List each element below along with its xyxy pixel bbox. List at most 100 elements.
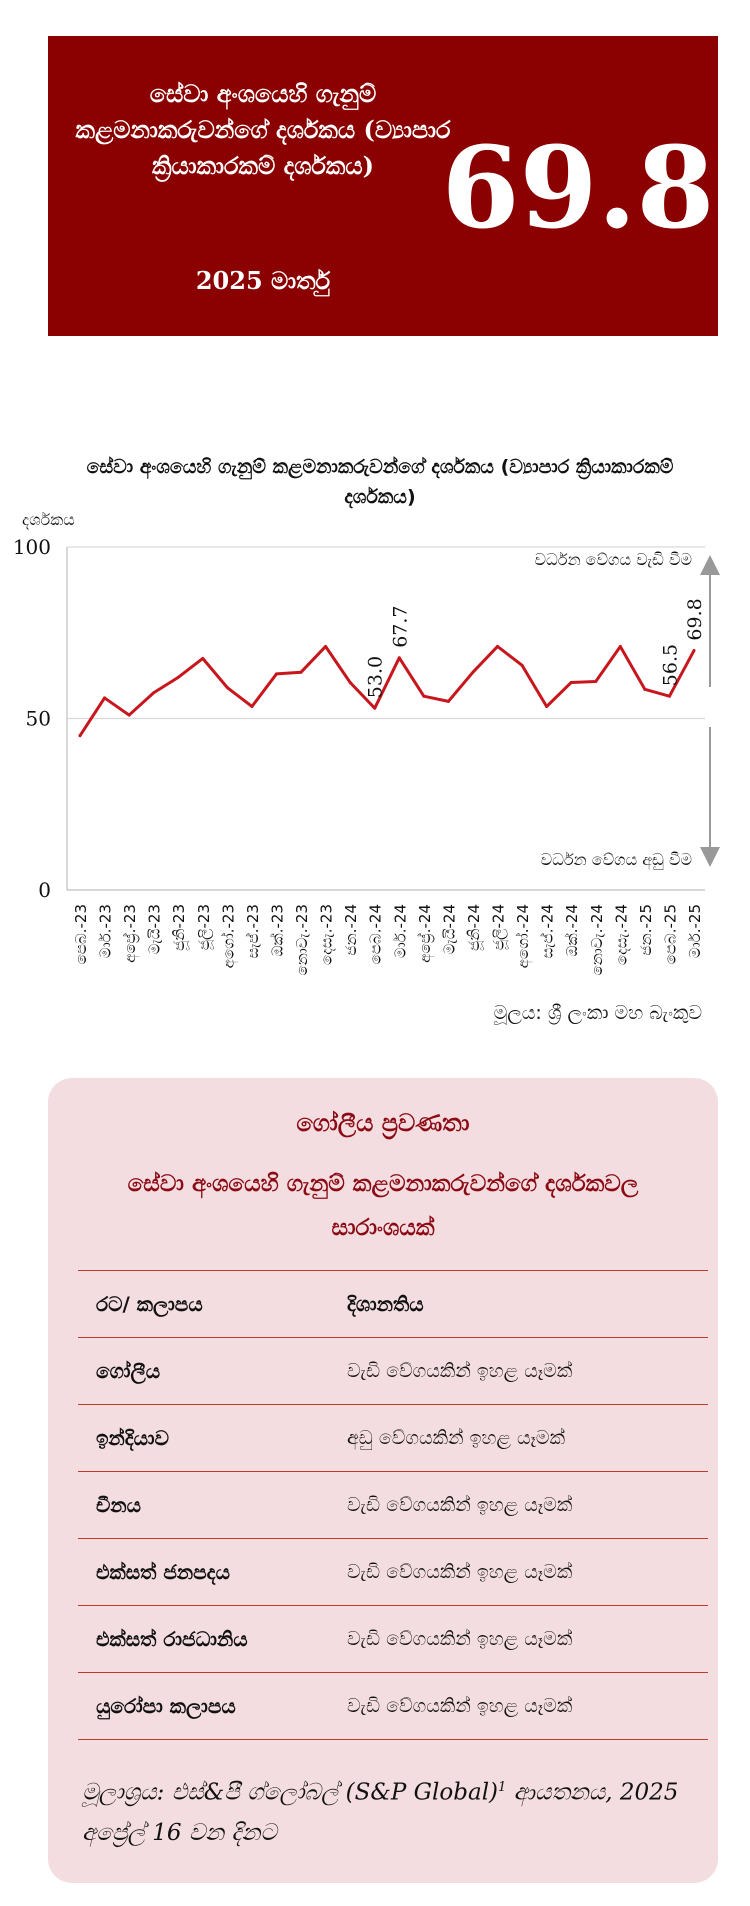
- y-tick-label: 100: [13, 535, 51, 559]
- data-point: [103, 696, 107, 700]
- banner-date: 2025 මාර්තු: [195, 266, 331, 295]
- y-tick-label: 50: [26, 707, 51, 731]
- data-point: [127, 713, 131, 717]
- header-direction: දිශානතිය: [329, 1270, 708, 1338]
- data-point: [545, 704, 549, 708]
- data-point: [569, 680, 573, 684]
- data-point: [594, 679, 598, 683]
- x-tick-label: අගෝ.-23: [219, 904, 238, 968]
- row-direction: වැඩි වේගයකින් ඉහළ යෑමක්: [329, 1605, 708, 1673]
- x-tick-label: අප්‍රේ.-23: [121, 904, 140, 963]
- banner-index-value: 69.8: [441, 123, 715, 254]
- pmi-line-chart: 0 50 100 දර්ශකය පෙබ.-23 මාර්.-23 අප්‍රේ.-23 මැය…: [13, 510, 720, 976]
- data-point: [618, 644, 622, 648]
- x-tick-label: පෙබ.-23: [72, 904, 90, 964]
- row-direction: වැඩි වේගයකින් ඉහළ යෑමක්: [329, 1538, 708, 1606]
- data-point: [422, 694, 426, 698]
- table-row: යුරෝපා කලාපය වැඩි වේගයකින් ඉහළ යෑමක්: [78, 1672, 708, 1740]
- data-point: [225, 686, 229, 690]
- table-row: ගෝලීය වැඩි වේගයකින් ඉහළ යෑමක්: [78, 1337, 708, 1405]
- x-tick-label: මාර්.-25: [686, 904, 704, 958]
- data-point: [471, 670, 475, 674]
- row-region: චීනය: [78, 1471, 329, 1539]
- footnote-mark: 1: [498, 1780, 507, 1795]
- annotation-up: වර්ධන වේගය වැඩි වීම: [535, 550, 692, 569]
- x-tick-label: අගෝ.-24: [514, 904, 533, 968]
- headline-banner: සේවා අංශයෙහි ගැනුම් කළමනාකරුවන්ගේ දර්ශකය…: [48, 36, 718, 336]
- row-direction: වැඩි වේගයකින් ඉහළ යෑමක්: [329, 1672, 708, 1740]
- arrow-up-head: [700, 555, 720, 575]
- data-point: [299, 670, 303, 674]
- x-tick-label: ජන.-24: [342, 904, 360, 956]
- row-direction: වැඩි වේගයකින් ඉහළ යෑමක්: [329, 1471, 708, 1539]
- chart-title: සේවා අංශයෙහි ගැනුම් කළමනාකරුවන්ගේ දර්ශකය…: [86, 456, 674, 508]
- table-row: එක්සත් රාජධානිය වැඩි වේගයකින් ඉහළ යෑමක්: [78, 1605, 708, 1673]
- data-label: 67.7: [389, 605, 411, 647]
- series-line: [78, 644, 696, 738]
- data-point: [667, 694, 671, 698]
- x-tick-label: සැප්.-24: [538, 904, 556, 958]
- data-label: 69.8: [684, 598, 706, 640]
- data-point: [520, 663, 524, 667]
- global-trends-panel: ගෝලීය ප්‍රවණතා සේවා අංශයෙහි ගැනුම් කළමනා…: [48, 1078, 718, 1883]
- source-text-tail: ආයතනය, 2025 අප්‍රේල් 16 වන දිනට: [82, 1779, 679, 1846]
- x-tick-label: ජන.-25: [637, 904, 655, 956]
- data-label: 56.5: [659, 644, 681, 686]
- source-text: මූලාශ්‍රය: එස්&පී ග්ලෝබල් (S&P Global): [82, 1779, 499, 1806]
- data-point: [78, 734, 82, 738]
- chart-source: මූලය: ශ්‍රී ලංකා මහ බැංකුව: [493, 1002, 702, 1024]
- data-point: [176, 675, 180, 679]
- x-tick-label: ජූලි-24: [490, 904, 509, 950]
- x-tick-label: අප්‍රේ.-24: [416, 904, 435, 963]
- panel-heading: ගෝලීය ප්‍රවණතා: [296, 1108, 470, 1137]
- data-point: [397, 656, 401, 660]
- header-region: රට/ කලාපය: [78, 1270, 329, 1338]
- x-tick-label: දෙසැ.-24: [612, 904, 630, 965]
- x-tick-label: දෙසැ.-23: [318, 904, 336, 965]
- row-region: ඉන්දියාව: [78, 1404, 329, 1472]
- data-label: 53.0: [365, 656, 387, 698]
- x-tick-label: මැයි-24: [440, 904, 458, 954]
- data-point: [201, 656, 205, 660]
- row-region: ගෝලීය: [78, 1337, 329, 1405]
- table-row: ඉන්දියාව අඩු වේගයකින් ඉහළ යෑමක්: [78, 1404, 708, 1472]
- x-tick-label: නොවැ.-23: [293, 904, 311, 976]
- summary-table: රට/ කලාපය දිශානතිය ගෝලීය වැඩි වේගයකින් ඉ…: [78, 1270, 708, 1740]
- y-axis-label: දර්ශකය: [22, 510, 75, 529]
- banner-title: සේවා අංශයෙහි ගැනුම් කළමනාකරුවන්ගේ දර්ශකය…: [75, 79, 451, 180]
- table-row: එක්සත් ජනපදය වැඩි වේගයකින් ඉහළ යෑමක්: [78, 1538, 708, 1606]
- arrow-down-head: [700, 847, 720, 867]
- data-point: [348, 680, 352, 684]
- row-region: එක්සත් රාජධානිය: [78, 1605, 329, 1673]
- x-tick-label: ඔක්.-24: [563, 904, 581, 957]
- panel-source-note: මූලාශ්‍රය: එස්&පී ග්ලෝබල් (S&P Global)1 …: [82, 1768, 702, 1853]
- row-direction: වැඩි වේගයකින් ඉහළ යෑමක්: [329, 1337, 708, 1405]
- x-tick-label: මැයි-23: [146, 904, 164, 954]
- data-point: [446, 699, 450, 703]
- data-point: [152, 691, 156, 695]
- table-header-row: රට/ කලාපය දිශානතිය: [78, 1270, 708, 1338]
- x-tick-label: මාර්.-23: [97, 904, 115, 958]
- data-point: [324, 644, 328, 648]
- data-point: [274, 672, 278, 676]
- row-region: එක්සත් ජනපදය: [78, 1538, 329, 1606]
- x-tick-label: සැප්.-23: [244, 904, 262, 958]
- x-tick-label: ජූනි-23: [170, 904, 189, 951]
- data-point: [643, 687, 647, 691]
- x-tick-label: පෙබ.-25: [661, 904, 679, 964]
- x-tick-label: ඔක්.-23: [268, 904, 286, 957]
- data-point: [373, 706, 377, 710]
- x-tick-label: මාර්.-24: [391, 904, 409, 958]
- x-tick-label: පෙබ.-24: [367, 904, 385, 964]
- row-direction: අඩු වේගයකින් ඉහළ යෑමක්: [329, 1404, 708, 1472]
- data-point: [692, 649, 696, 653]
- data-point: [496, 644, 500, 648]
- x-tick-label: ජූලි-23: [195, 904, 214, 950]
- data-point: [250, 704, 254, 708]
- annotation-down: වර්ධන වේගය අඩු වීම: [541, 850, 692, 870]
- panel-subheading: සේවා අංශයෙහි ගැනුම් කළමනාකරුවන්ගේ දර්ශකව…: [127, 1170, 639, 1241]
- row-region: යුරෝපා කලාපය: [78, 1672, 329, 1740]
- x-tick-label: නොවැ.-24: [588, 904, 606, 976]
- y-tick-label: 0: [38, 878, 51, 902]
- x-tick-label: ජූනි-24: [465, 904, 484, 951]
